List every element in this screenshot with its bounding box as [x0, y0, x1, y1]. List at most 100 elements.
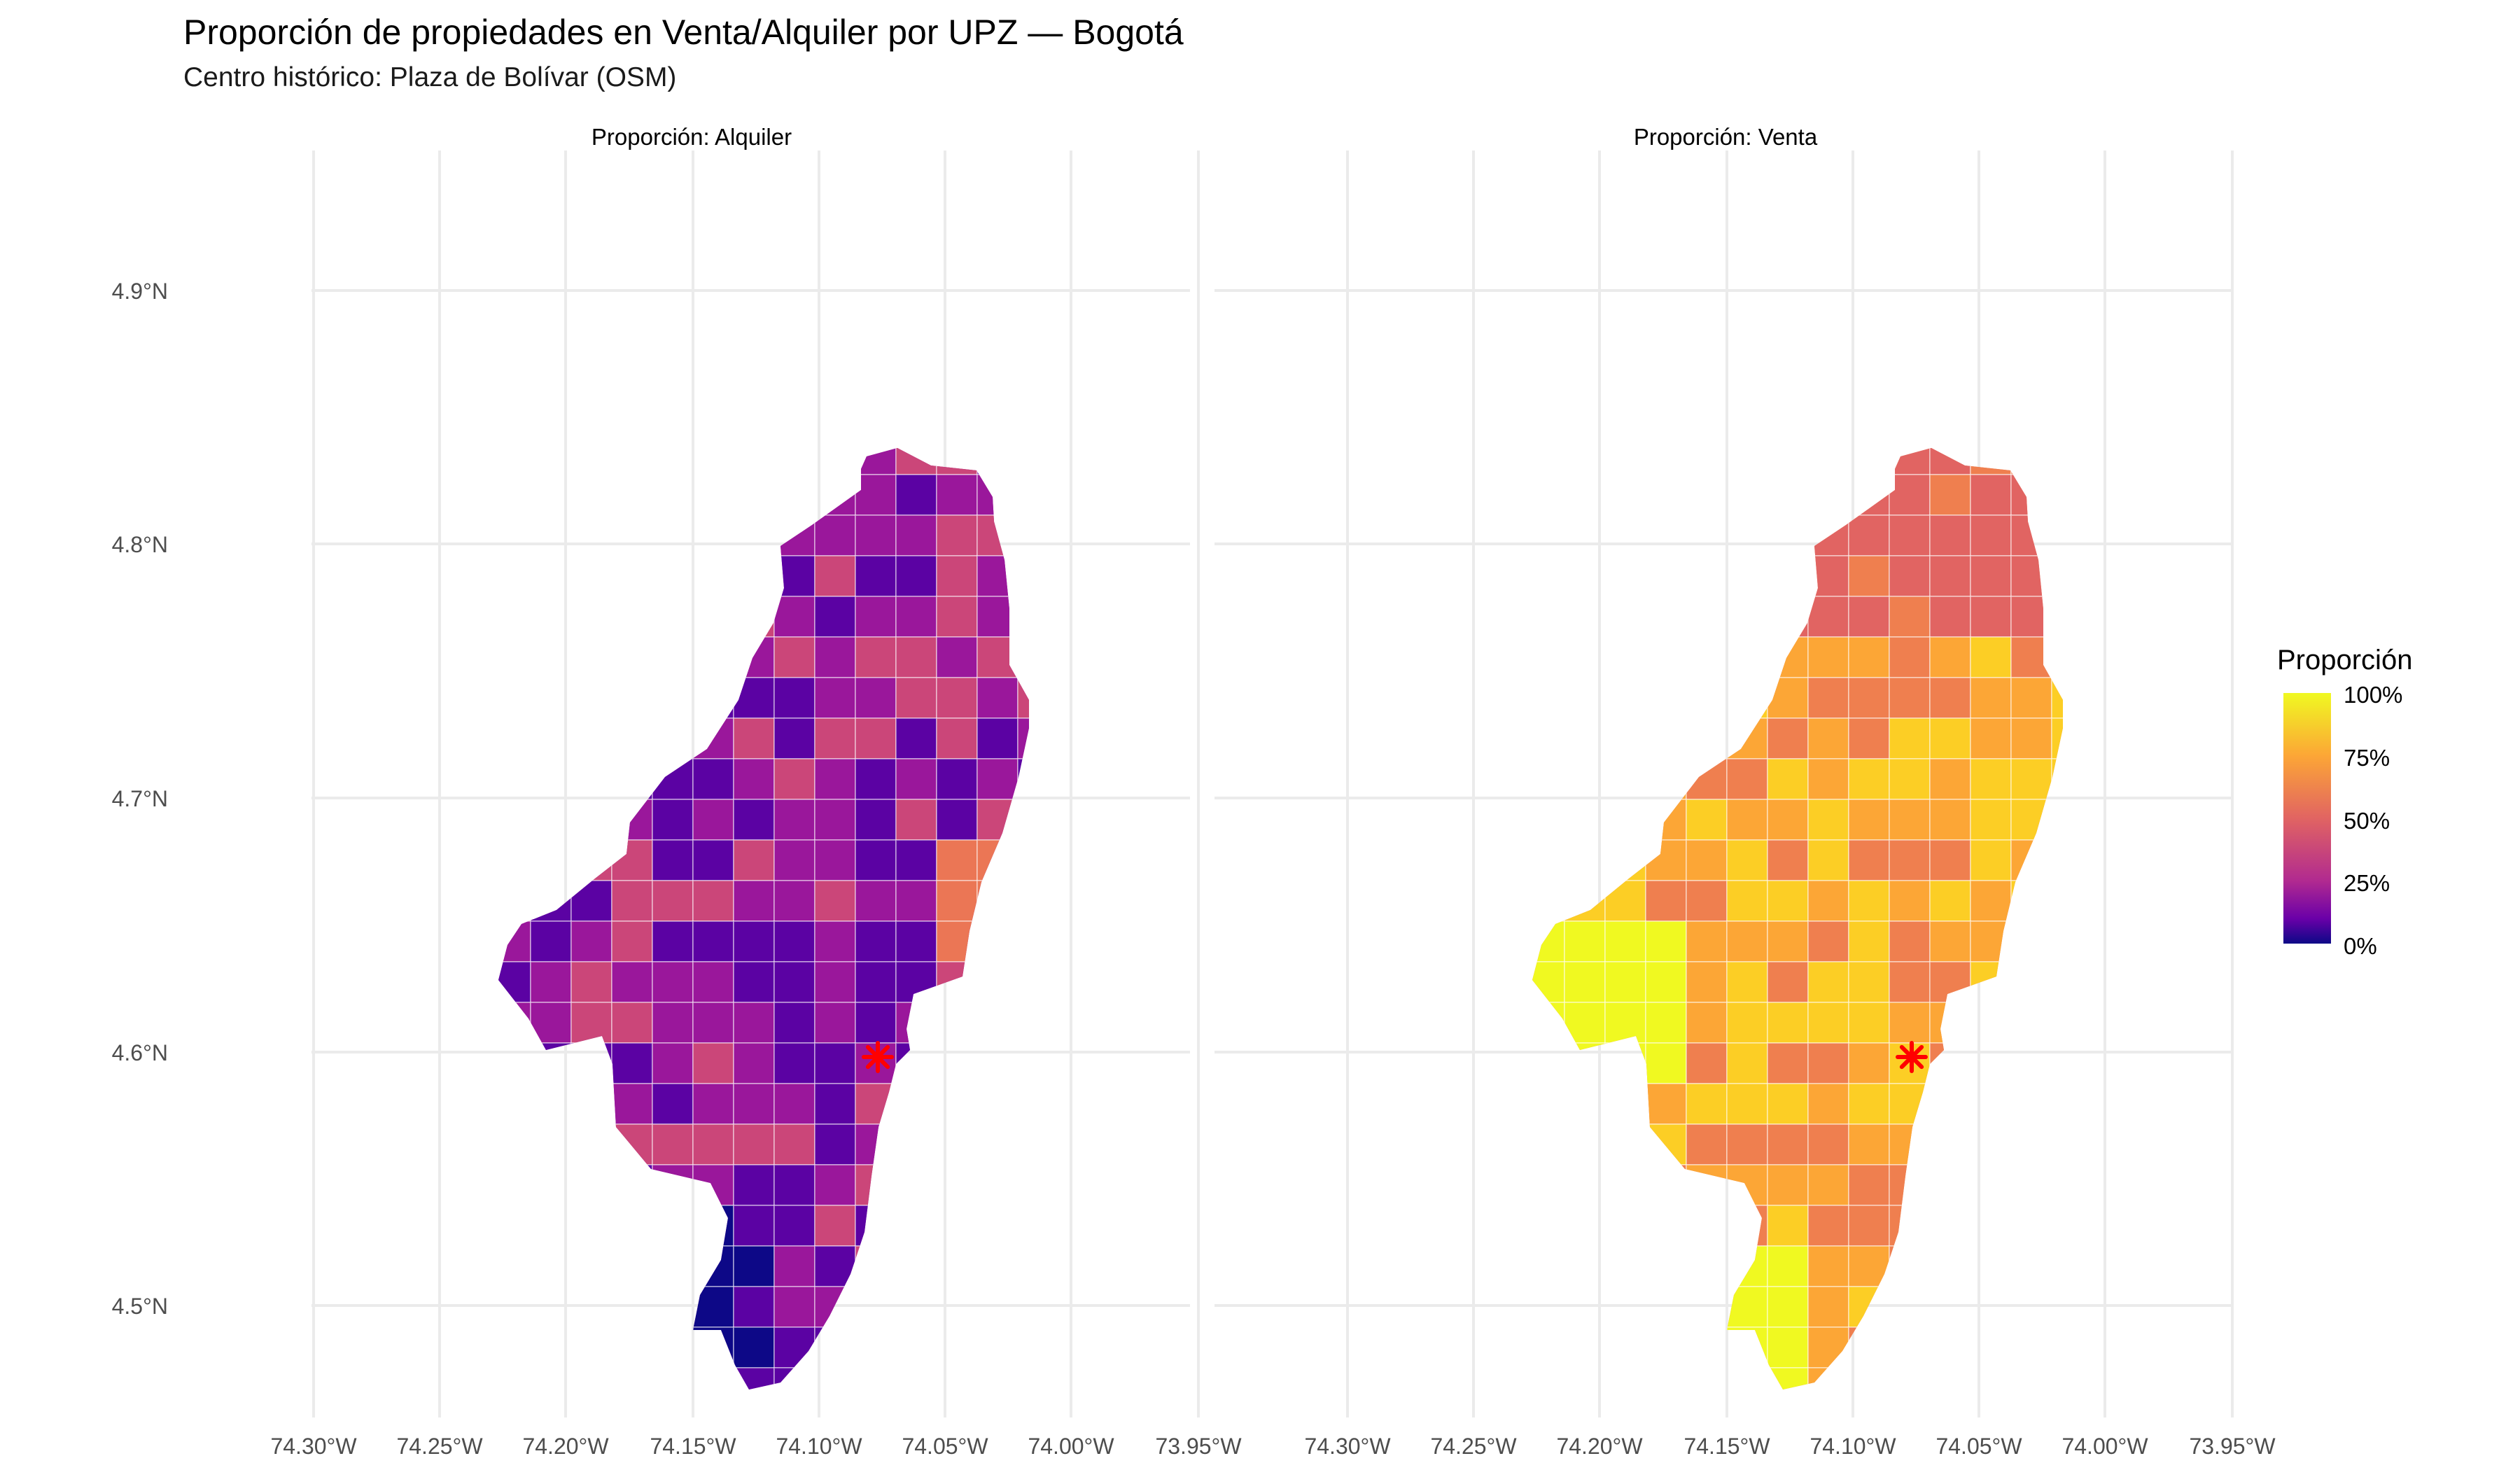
upz-region	[1645, 1326, 1687, 1368]
upz-region	[1532, 1042, 1565, 1084]
upz-region	[1929, 758, 1971, 800]
upz-region	[1767, 1367, 1809, 1390]
upz-region	[1848, 1124, 1890, 1166]
upz-region	[570, 596, 612, 638]
upz-region	[2051, 1164, 2063, 1206]
upz-region	[733, 880, 775, 922]
upz-region	[1017, 474, 1029, 516]
upz-region	[498, 1124, 531, 1166]
upz-region	[570, 799, 612, 841]
upz-region	[936, 1245, 978, 1287]
upz-region	[611, 1042, 653, 1084]
upz-region	[498, 1326, 531, 1368]
upz-region	[1807, 1083, 1849, 1125]
upz-region	[1645, 758, 1687, 800]
upz-region	[1970, 961, 2012, 1003]
upz-region	[498, 596, 531, 638]
upz-region	[611, 1245, 653, 1287]
upz-region	[1726, 514, 1768, 556]
upz-region	[1848, 677, 1890, 719]
marker-stroke	[1899, 1044, 1924, 1070]
upz-region	[1686, 839, 1728, 881]
upz-region	[1929, 514, 1971, 556]
upz-region	[733, 677, 775, 719]
legend-label: 25%	[2344, 870, 2390, 896]
upz-region	[1889, 961, 1931, 1003]
upz-region	[733, 1124, 775, 1166]
upz-region	[692, 1326, 734, 1368]
upz-region	[2051, 920, 2063, 962]
upz-region	[814, 677, 856, 719]
upz-region	[1645, 636, 1687, 678]
upz-region	[652, 514, 694, 556]
upz-region	[774, 1205, 816, 1247]
upz-region	[611, 1164, 653, 1206]
upz-region	[1686, 1083, 1728, 1125]
upz-region	[1970, 1083, 2012, 1125]
upz-region	[652, 1164, 694, 1206]
upz-region	[895, 1042, 937, 1084]
upz-region	[530, 961, 572, 1003]
upz-region	[1848, 555, 1890, 597]
upz-region	[895, 1205, 937, 1247]
upz-region	[1017, 1083, 1029, 1125]
upz-region	[498, 920, 531, 962]
upz-region	[570, 677, 612, 719]
upz-region	[570, 1205, 612, 1247]
upz-region	[1767, 636, 1809, 678]
upz-region	[570, 1326, 612, 1368]
upz-region	[1726, 718, 1768, 760]
upz-region	[652, 961, 694, 1003]
upz-region	[976, 1367, 1018, 1390]
upz-region	[1726, 799, 1768, 841]
upz-region	[498, 555, 531, 597]
upz-region	[1604, 636, 1646, 678]
upz-region	[1970, 555, 2012, 597]
upz-region	[855, 961, 897, 1003]
plaza-bolivar-marker-alquiler	[862, 1041, 894, 1073]
upz-region	[976, 880, 1018, 922]
upz-region	[733, 1367, 775, 1390]
upz-region	[498, 448, 531, 475]
upz-region	[2010, 596, 2052, 638]
upz-region	[1929, 1002, 1971, 1044]
upz-region	[611, 839, 653, 881]
upz-region	[733, 961, 775, 1003]
upz-region	[1889, 1164, 1931, 1206]
upz-region	[652, 880, 694, 922]
legend-label: 50%	[2344, 808, 2390, 834]
upz-region	[1929, 1245, 1971, 1287]
upz-region	[1726, 448, 1768, 475]
upz-region	[1929, 1042, 1971, 1084]
upz-region	[1532, 677, 1565, 719]
upz-region	[814, 1205, 856, 1247]
upz-region	[895, 448, 937, 475]
upz-region	[1767, 677, 1809, 719]
upz-region	[692, 1002, 734, 1044]
upz-region	[1604, 448, 1646, 475]
upz-region	[1017, 1164, 1029, 1206]
upz-region	[1970, 1042, 2012, 1084]
upz-region	[1604, 1164, 1646, 1206]
upz-region	[570, 758, 612, 800]
panel-venta: Proporción: Venta	[1532, 124, 2063, 1390]
upz-region	[1686, 1042, 1728, 1084]
upz-region	[1767, 514, 1809, 556]
upz-region	[814, 555, 856, 597]
upz-region	[692, 799, 734, 841]
upz-region	[733, 1205, 775, 1247]
upz-region	[2051, 1002, 2063, 1044]
upz-region	[652, 555, 694, 597]
upz-region	[814, 1002, 856, 1044]
upz-region	[855, 1367, 897, 1390]
upz-region	[1970, 474, 2012, 516]
x-tick-label: 74.00°W	[2062, 1434, 2148, 1459]
upz-region	[774, 799, 816, 841]
upz-region	[1807, 839, 1849, 881]
upz-region	[2051, 514, 2063, 556]
upz-region	[1929, 1205, 1971, 1247]
upz-region	[976, 677, 1018, 719]
upz-region	[1645, 1083, 1687, 1125]
upz-region	[1807, 1002, 1849, 1044]
upz-region	[1532, 961, 1565, 1003]
